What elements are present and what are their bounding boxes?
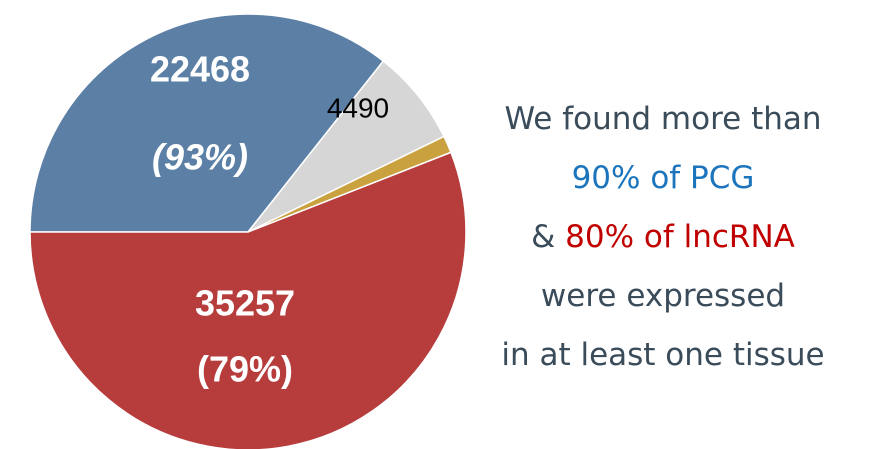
annotation-text: in at least one tissue <box>501 337 824 373</box>
annotation-text: & <box>531 219 565 255</box>
annotation-line: were expressed <box>541 278 785 314</box>
percent-label: (93%) <box>152 137 248 178</box>
annotation-line: & 80% of lncRNA <box>531 219 795 255</box>
annotation-text: 80% of lncRNA <box>565 219 795 255</box>
data-label: 35257 <box>195 283 295 324</box>
pie-slice <box>29 13 385 233</box>
annotation-text: were expressed <box>541 278 785 314</box>
data-label: 22468 <box>150 49 250 90</box>
data-label: 4490 <box>327 92 389 123</box>
annotation-text: 90% of PCG <box>572 160 755 196</box>
pie-slice <box>29 151 467 449</box>
percent-label: (79%) <box>197 349 293 390</box>
annotation-line: 90% of PCG <box>572 160 755 196</box>
annotation-text: We found more than <box>504 101 821 137</box>
annotation-line: in at least one tissue <box>501 337 824 373</box>
annotation-line: We found more than <box>504 101 821 137</box>
